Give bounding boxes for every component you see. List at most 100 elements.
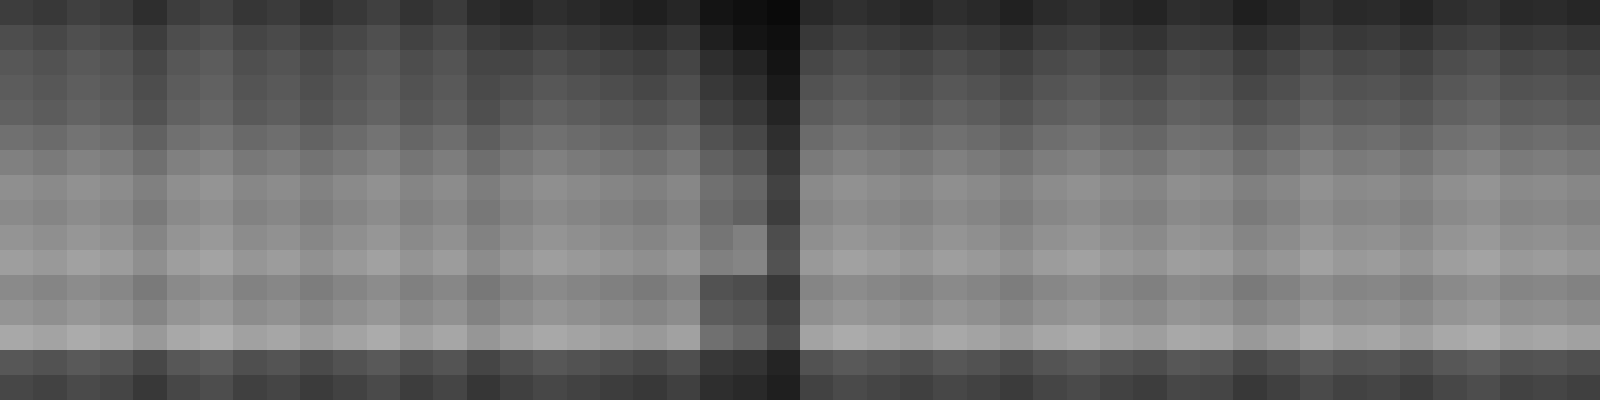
cell bbox=[1433, 350, 1467, 376]
cell bbox=[0, 25, 34, 51]
cell bbox=[833, 100, 867, 126]
cell bbox=[733, 275, 767, 301]
cell bbox=[433, 275, 467, 301]
cell bbox=[833, 0, 867, 26]
cell bbox=[1467, 75, 1501, 101]
cell bbox=[1200, 300, 1234, 326]
cell bbox=[1067, 75, 1101, 101]
cell bbox=[333, 275, 367, 301]
cell bbox=[1400, 375, 1434, 400]
cell bbox=[200, 150, 234, 176]
cell bbox=[1133, 275, 1167, 301]
cell bbox=[933, 350, 967, 376]
cell bbox=[833, 150, 867, 176]
cell bbox=[1333, 300, 1367, 326]
cell bbox=[633, 75, 667, 101]
cell bbox=[367, 300, 401, 326]
cell bbox=[533, 100, 567, 126]
cell bbox=[1133, 50, 1167, 76]
cell bbox=[867, 375, 901, 400]
cell bbox=[900, 300, 934, 326]
cell bbox=[1267, 300, 1301, 326]
cell bbox=[767, 175, 801, 201]
cell bbox=[1467, 300, 1501, 326]
cell bbox=[533, 325, 567, 351]
cell bbox=[733, 325, 767, 351]
cell bbox=[767, 250, 801, 276]
cell bbox=[900, 150, 934, 176]
cell bbox=[400, 0, 434, 26]
cell bbox=[200, 100, 234, 126]
cell bbox=[233, 375, 267, 400]
cell bbox=[1467, 275, 1501, 301]
cell bbox=[1133, 75, 1167, 101]
cell bbox=[567, 250, 601, 276]
cell bbox=[1500, 375, 1534, 400]
cell bbox=[733, 300, 767, 326]
cell bbox=[1133, 0, 1167, 26]
cell bbox=[67, 300, 101, 326]
cell bbox=[233, 125, 267, 151]
cell bbox=[1367, 325, 1401, 351]
cell bbox=[367, 75, 401, 101]
cell bbox=[1300, 250, 1334, 276]
cell bbox=[1467, 150, 1501, 176]
cell bbox=[133, 375, 167, 400]
cell bbox=[200, 275, 234, 301]
cell bbox=[900, 50, 934, 76]
cell bbox=[867, 275, 901, 301]
cell bbox=[1467, 250, 1501, 276]
cell bbox=[767, 350, 801, 376]
cell bbox=[1200, 375, 1234, 400]
cell bbox=[1233, 75, 1267, 101]
cell bbox=[533, 300, 567, 326]
cell bbox=[1533, 75, 1567, 101]
cell bbox=[300, 75, 334, 101]
cell bbox=[967, 25, 1001, 51]
cell bbox=[833, 175, 867, 201]
cell bbox=[1567, 125, 1600, 151]
cell bbox=[1233, 100, 1267, 126]
cell bbox=[1500, 50, 1534, 76]
cell bbox=[1367, 250, 1401, 276]
cell bbox=[1000, 250, 1034, 276]
cell bbox=[767, 275, 801, 301]
cell bbox=[533, 150, 567, 176]
cell bbox=[900, 25, 934, 51]
cell bbox=[667, 300, 701, 326]
cell bbox=[1033, 100, 1067, 126]
cell bbox=[300, 325, 334, 351]
cell bbox=[1333, 100, 1367, 126]
cell bbox=[1033, 25, 1067, 51]
cell bbox=[300, 350, 334, 376]
cell bbox=[367, 375, 401, 400]
cell bbox=[1033, 250, 1067, 276]
cell bbox=[867, 125, 901, 151]
cell bbox=[1500, 100, 1534, 126]
cell bbox=[433, 150, 467, 176]
cell bbox=[367, 325, 401, 351]
cell bbox=[1167, 225, 1201, 251]
cell bbox=[1167, 50, 1201, 76]
cell bbox=[667, 325, 701, 351]
cell bbox=[900, 325, 934, 351]
cell bbox=[933, 325, 967, 351]
cell bbox=[200, 300, 234, 326]
cell bbox=[600, 250, 634, 276]
cell bbox=[500, 175, 534, 201]
cell bbox=[1400, 200, 1434, 226]
cell bbox=[1467, 375, 1501, 400]
cell bbox=[933, 50, 967, 76]
cell bbox=[867, 0, 901, 26]
cell bbox=[167, 150, 201, 176]
cell bbox=[100, 25, 134, 51]
cell bbox=[1433, 325, 1467, 351]
cell bbox=[67, 75, 101, 101]
cell bbox=[1367, 375, 1401, 400]
cell bbox=[733, 100, 767, 126]
cell bbox=[233, 100, 267, 126]
cell bbox=[833, 225, 867, 251]
cell bbox=[1167, 0, 1201, 26]
cell bbox=[833, 125, 867, 151]
cell bbox=[1500, 0, 1534, 26]
